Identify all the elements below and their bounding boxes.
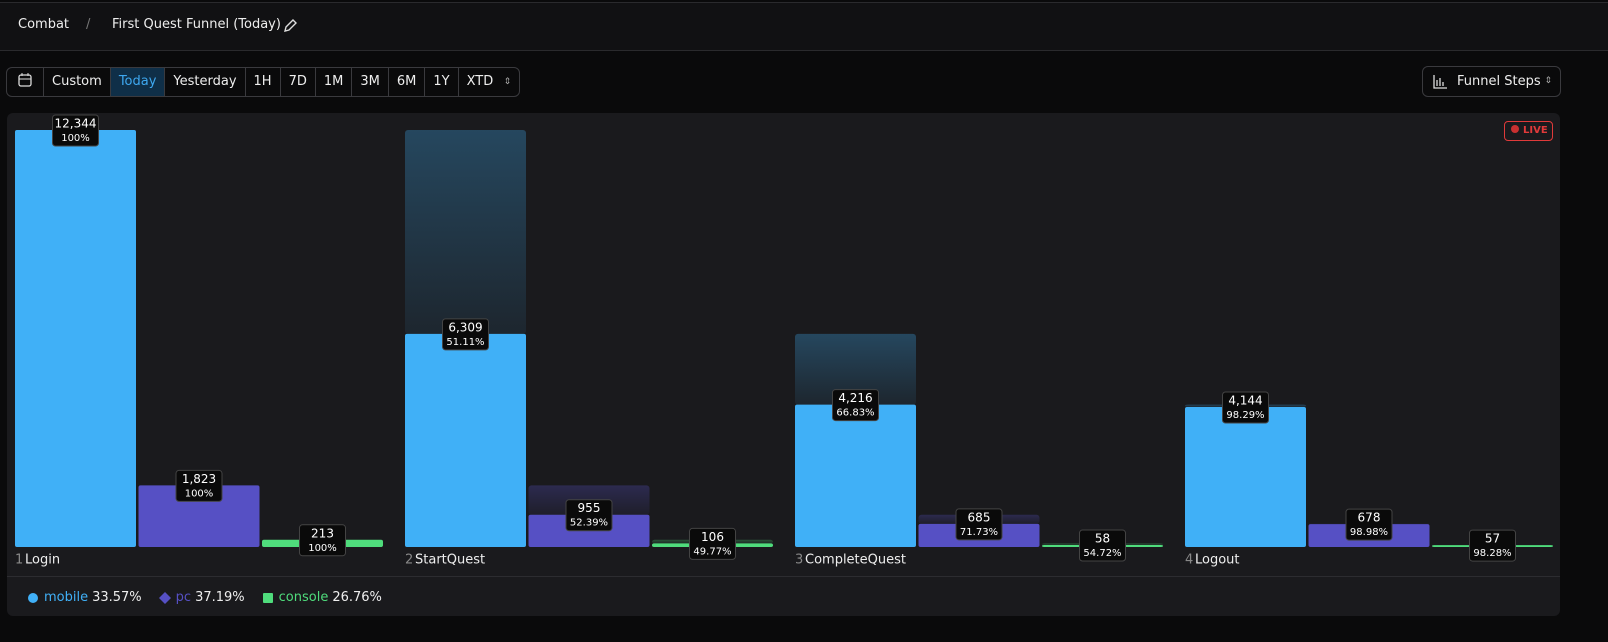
conversion-label: 100%: [61, 133, 90, 144]
chevron: ⇕: [503, 77, 512, 87]
value-label-box: [299, 524, 346, 557]
live-badge: LIVE: [1504, 121, 1553, 141]
legend-marker: [262, 592, 273, 603]
breadcrumb-separator: /: [86, 17, 91, 32]
legend-name: mobile: [44, 590, 89, 605]
range-button[interactable]: 1M: [316, 68, 353, 96]
value-label: 12,344: [55, 117, 97, 131]
conversion-label: 66.83%: [836, 408, 874, 419]
live-text: LIVE: [1523, 125, 1548, 136]
conversion-label: 100%: [308, 543, 337, 554]
value-label-box: [1079, 529, 1126, 562]
range-button[interactable]: 7D: [281, 68, 316, 96]
legend-marker: [158, 591, 171, 604]
range-button[interactable]: Today: [110, 68, 166, 96]
conversion-label: 71.73%: [960, 527, 998, 538]
breadcrumb-page: First Quest Funnel (Today): [112, 17, 281, 32]
step-number: 1: [15, 553, 23, 568]
step-label: Login: [25, 553, 60, 568]
edit-icon[interactable]: [282, 18, 298, 34]
range-button[interactable]: Yesterday: [165, 68, 246, 96]
value-label: 57: [1485, 532, 1500, 546]
legend-share: 33.57%: [92, 590, 142, 605]
time-range-toolbar: Custom Today Yesterday 1H 7D 1M 3M 6M 1Y XTD ⇕: [6, 67, 521, 97]
value-label: 6,309: [448, 320, 482, 334]
header-bar: [0, 2, 1608, 51]
legend-item[interactable]: mobile 33.57%: [28, 590, 142, 605]
value-label-box: [565, 499, 613, 532]
legend-share: 26.76%: [332, 590, 382, 605]
value-label-box: [955, 508, 1003, 541]
value-label-box: [1222, 391, 1269, 424]
dropoff-bar: [405, 130, 526, 334]
step-number: 3: [795, 553, 803, 568]
legend-share: 37.19%: [195, 590, 245, 605]
range-button[interactable]: 6M: [389, 68, 426, 96]
legend-marker: [28, 592, 38, 603]
value-label-box: [1469, 529, 1516, 562]
view-select[interactable]: Funnel Steps ⇕: [1422, 66, 1561, 97]
value-label: 58: [1095, 532, 1110, 546]
dropoff-bar: [795, 333, 916, 405]
legend: mobile 33.57% pc 37.19% console 26.76%: [28, 590, 382, 605]
value-label-box: [442, 318, 489, 351]
value-label: 4,216: [838, 391, 872, 405]
legend-item[interactable]: console 26.76%: [262, 590, 382, 605]
value-label: 106: [701, 530, 724, 544]
range-button[interactable]: 3M: [352, 68, 389, 96]
conversion-label: 98.98%: [1350, 527, 1388, 538]
range-button[interactable]: XTD ⇕: [459, 68, 520, 96]
value-label-box: [1345, 508, 1393, 541]
conversion-label: 54.72%: [1083, 548, 1121, 559]
value-label-box: [52, 114, 99, 147]
bar: [15, 130, 136, 547]
conversion-label: 98.28%: [1473, 548, 1511, 559]
value-label-box: [832, 389, 879, 422]
value-label: 955: [578, 501, 601, 515]
bar: [1185, 407, 1306, 547]
value-label: 1,823: [182, 472, 216, 486]
value-label: 213: [311, 526, 334, 540]
step-label: CompleteQuest: [805, 553, 906, 568]
conversion-label: 51.11%: [446, 337, 484, 348]
value-label: 678: [1358, 511, 1381, 525]
divider: [7, 576, 1560, 577]
chevron: ⇕: [1544, 76, 1552, 86]
value-label-box: [689, 527, 736, 560]
bar: [795, 404, 916, 547]
conversion-label: 52.39%: [570, 518, 608, 529]
breadcrumb-section[interactable]: Combat: [18, 17, 70, 32]
legend-item[interactable]: pc 37.19%: [158, 590, 245, 605]
legend-name: pc: [175, 590, 192, 605]
value-label: 685: [968, 510, 991, 524]
bar: [138, 485, 260, 547]
view-label: Funnel Steps: [1457, 74, 1541, 89]
bar: [405, 333, 526, 547]
calendar-button[interactable]: [7, 68, 44, 96]
step-label: Logout: [1195, 553, 1240, 568]
range-button[interactable]: 1H: [246, 68, 281, 96]
step-number: 4: [1185, 553, 1193, 568]
legend-name: console: [278, 590, 329, 605]
conversion-label: 100%: [185, 488, 214, 499]
conversion-label: 98.29%: [1226, 410, 1264, 421]
step-number: 2: [405, 553, 413, 568]
conversion-label: 49.77%: [693, 546, 731, 557]
range-button[interactable]: Custom: [44, 68, 111, 96]
step-label: StartQuest: [415, 553, 485, 568]
value-label: 4,144: [1228, 394, 1262, 408]
value-label-box: [175, 469, 223, 502]
range-button[interactable]: 1Y: [425, 68, 459, 96]
